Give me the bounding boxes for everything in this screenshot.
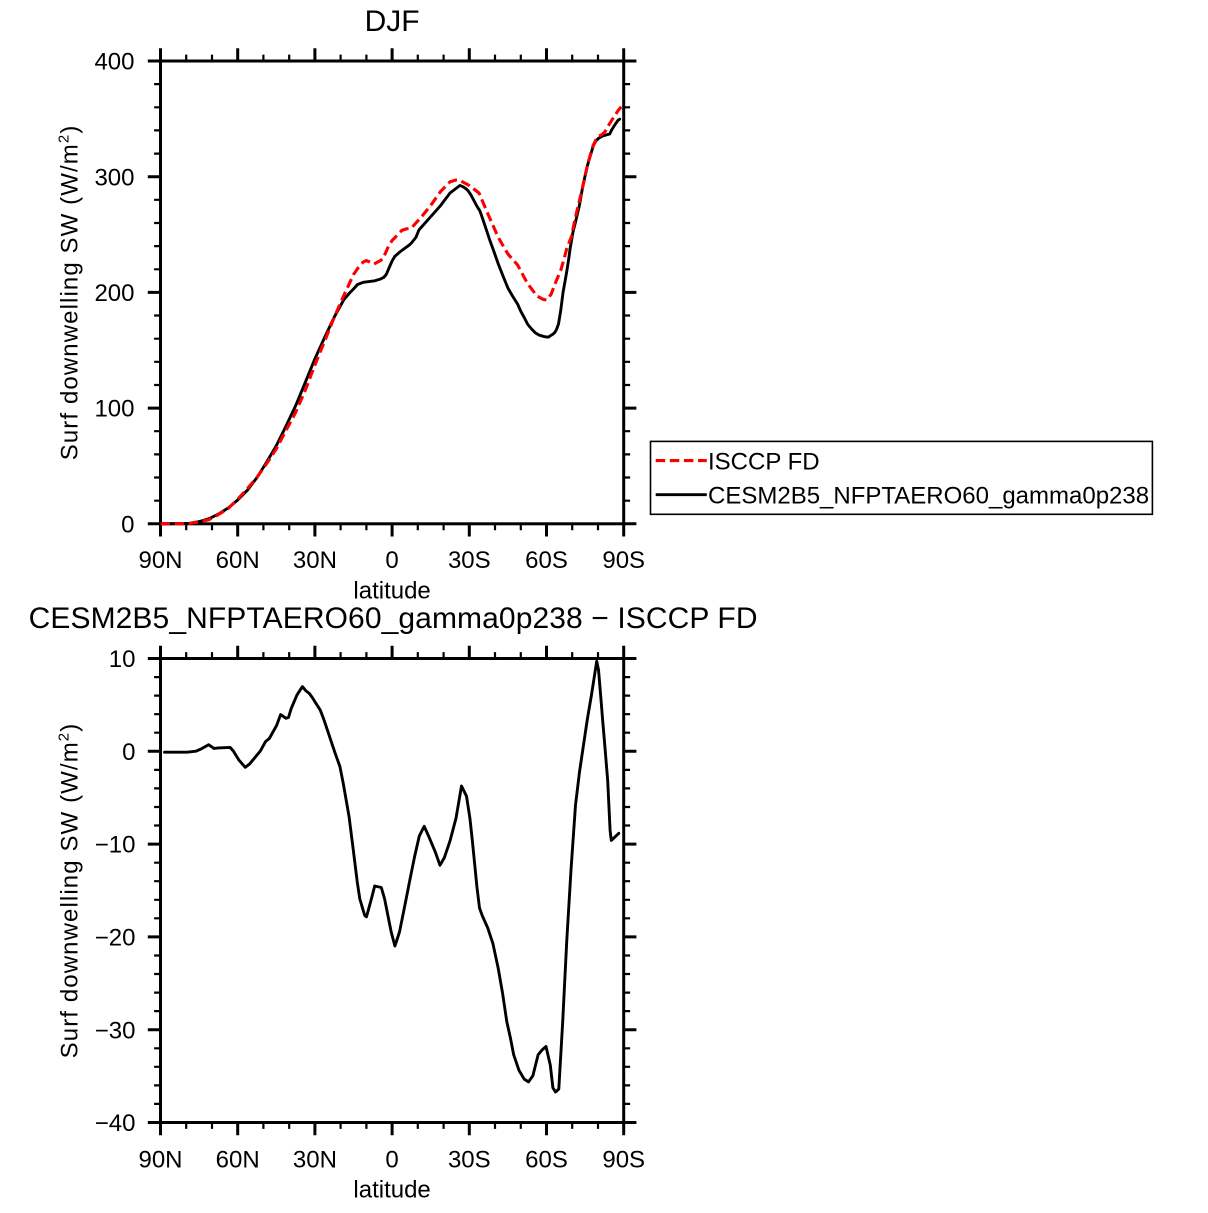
svg-text:CESM2B5_NFPTAERO60_gamma0p238: CESM2B5_NFPTAERO60_gamma0p238 (708, 482, 1149, 509)
svg-text:30S: 30S (448, 547, 491, 574)
svg-text:0: 0 (385, 1146, 398, 1173)
svg-text:30N: 30N (293, 1146, 337, 1173)
svg-text:−40: −40 (95, 1110, 136, 1137)
svg-text:ISCCP FD: ISCCP FD (708, 448, 820, 475)
svg-text:10: 10 (109, 646, 136, 673)
svg-text:60N: 60N (216, 547, 260, 574)
svg-text:90N: 90N (138, 1146, 182, 1173)
svg-text:−10: −10 (95, 832, 136, 859)
svg-text:CESM2B5_NFPTAERO60_gamma0p238: CESM2B5_NFPTAERO60_gamma0p238 − ISCCP FD (29, 602, 758, 635)
svg-text:90S: 90S (602, 547, 645, 574)
svg-text:60S: 60S (525, 547, 568, 574)
svg-text:Surf downwelling SW (W/m2): Surf downwelling SW (W/m2) (56, 125, 84, 461)
svg-text:30N: 30N (293, 547, 337, 574)
svg-text:400: 400 (94, 49, 134, 76)
svg-text:90N: 90N (138, 547, 182, 574)
svg-text:60N: 60N (216, 1146, 260, 1173)
svg-text:0: 0 (385, 547, 398, 574)
svg-text:latitude: latitude (353, 1176, 430, 1203)
svg-text:100: 100 (94, 396, 134, 423)
svg-text:200: 200 (94, 280, 134, 307)
svg-text:Surf downwelling SW (W/m2): Surf downwelling SW (W/m2) (56, 723, 84, 1059)
svg-text:90S: 90S (602, 1146, 645, 1173)
svg-text:60S: 60S (525, 1146, 568, 1173)
svg-text:0: 0 (122, 739, 135, 766)
svg-text:DJF: DJF (365, 5, 420, 38)
svg-text:−30: −30 (95, 1017, 136, 1044)
svg-text:−20: −20 (95, 925, 136, 952)
svg-text:300: 300 (94, 164, 134, 191)
svg-text:latitude: latitude (353, 578, 430, 605)
svg-text:0: 0 (121, 511, 134, 538)
svg-text:30S: 30S (448, 1146, 491, 1173)
